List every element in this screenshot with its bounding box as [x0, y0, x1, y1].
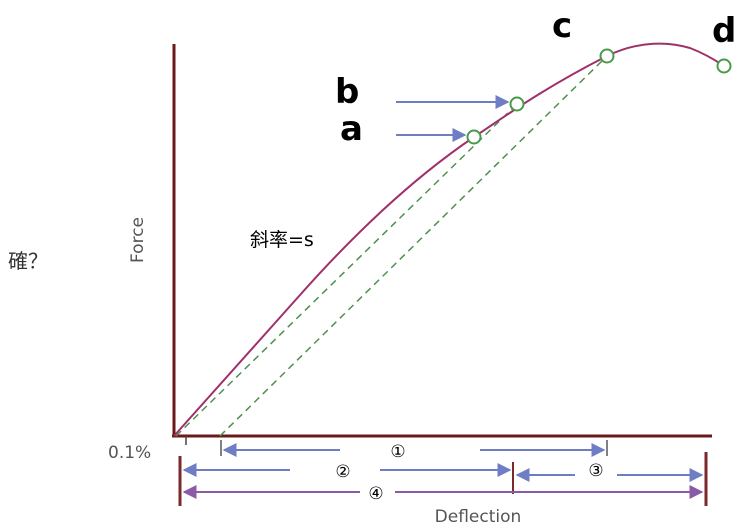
secant-line-b	[175, 103, 518, 437]
point-d-marker	[716, 58, 732, 74]
y-axis-label: Force	[128, 217, 148, 263]
x-axis-label: Deflection	[435, 507, 522, 526]
point-a-label: a	[340, 109, 363, 149]
point-c-marker	[599, 48, 615, 64]
point-a-marker	[466, 129, 482, 145]
interval-3-label: ③	[588, 461, 603, 481]
slope-label: 斜率=s	[250, 229, 314, 251]
interval-4-label: ④	[368, 484, 383, 504]
point-b-marker	[509, 96, 525, 112]
interval-1-label: ①	[390, 442, 405, 462]
point-c-label: c	[552, 6, 572, 46]
secant-line-c	[219, 55, 608, 437]
point-d-label: d	[712, 11, 736, 51]
origin-label: 0.1%	[108, 443, 151, 463]
point-b-label: b	[335, 72, 359, 112]
side-question: 確？	[8, 249, 48, 273]
force-deflection-curve	[173, 42, 725, 437]
interval-2-label: ②	[335, 462, 350, 482]
